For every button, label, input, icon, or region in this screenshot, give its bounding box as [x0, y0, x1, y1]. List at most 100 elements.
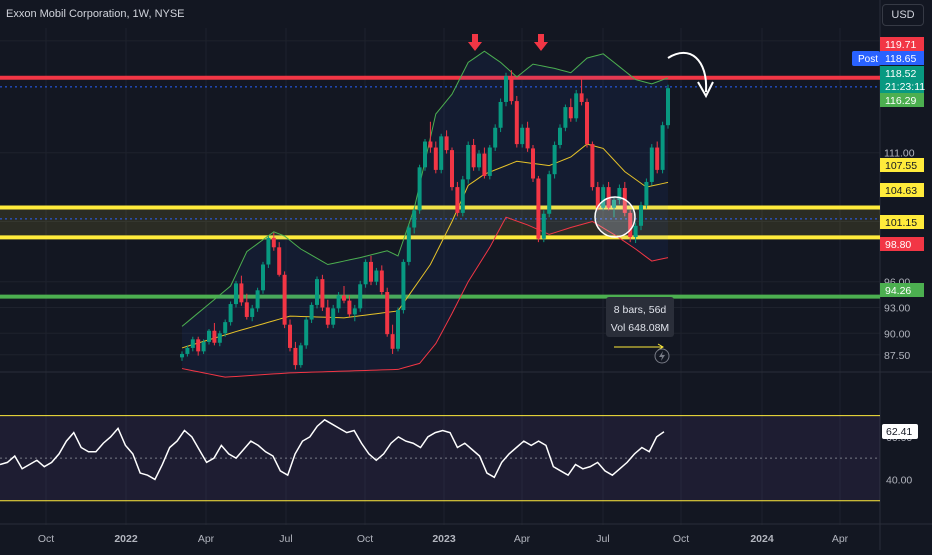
price-axis[interactable]: 124.00111.00103.0096.0093.0090.0087.50Po… — [852, 36, 925, 487]
candle-body — [223, 322, 228, 334]
currency-button[interactable]: USD — [882, 4, 924, 26]
time-axis[interactable]: Oct 2022 Apr Jul Oct 2023 Apr Jul Oct 2024 Apr — [38, 533, 849, 545]
price-badge-text: 116.29 — [885, 95, 916, 107]
time-label: Jul — [279, 533, 292, 545]
candle-body — [417, 167, 422, 211]
price-tick: 87.50 — [884, 350, 910, 362]
post-label-text: Post — [858, 54, 878, 65]
level-lines — [0, 75, 880, 299]
candle-body — [406, 227, 411, 262]
candle-body — [401, 261, 406, 311]
price-badge-text: 119.71 — [885, 39, 916, 51]
candle-body — [228, 304, 233, 323]
candle-body — [460, 179, 465, 213]
candle-body — [304, 319, 309, 346]
candle-body — [185, 347, 190, 354]
candle-body — [385, 292, 390, 335]
price-badge-text: 118.65 — [885, 53, 916, 65]
candle-body — [617, 187, 622, 200]
candle-body — [374, 270, 379, 282]
price-badge-text: 21:23:11 — [885, 81, 925, 93]
candle-body — [369, 261, 373, 282]
candle-body — [655, 147, 660, 170]
bollinger-fill — [182, 51, 668, 378]
price-badge — [880, 158, 924, 172]
candle-body — [266, 237, 271, 265]
candle-body — [525, 127, 530, 149]
circle-highlight — [594, 196, 636, 238]
candle-body — [201, 341, 206, 352]
candle-body — [298, 345, 303, 366]
candle-body — [255, 290, 260, 309]
candle-body — [482, 153, 487, 176]
candle-body — [271, 237, 276, 248]
candle-body — [439, 136, 444, 170]
measure-bars: 8 bars, 56d — [613, 304, 667, 316]
price-badge-text: 101.15 — [885, 217, 917, 229]
price-tick: 90.00 — [884, 328, 910, 340]
curved-arrow-head-icon — [697, 81, 714, 99]
candle-body — [217, 333, 222, 343]
candle-body — [277, 247, 282, 275]
price-badge — [880, 215, 924, 229]
candle-body — [180, 353, 184, 358]
candle-body — [633, 225, 638, 237]
candle-body — [288, 324, 292, 348]
candle-body — [639, 205, 643, 226]
rsi-line — [0, 418, 665, 481]
candles — [180, 70, 670, 370]
time-label: 2022 — [114, 533, 138, 545]
candle-body — [423, 141, 427, 168]
support-zone — [0, 207, 880, 238]
time-label: Oct — [673, 533, 689, 545]
candle-body — [531, 148, 535, 179]
candle-body — [331, 308, 336, 325]
rsi-tick: 40.00 — [886, 474, 912, 486]
rsi-pane — [0, 415, 880, 502]
price-badge — [880, 183, 924, 197]
candle-body — [363, 261, 368, 285]
candle-body — [207, 330, 211, 342]
bollinger-lower — [181, 216, 669, 378]
candle-body — [541, 213, 546, 239]
time-label: Apr — [514, 533, 531, 545]
time-label: 2024 — [750, 533, 774, 545]
candle-body — [568, 107, 573, 119]
price-badge-text: 107.55 — [885, 160, 917, 172]
candle-body — [660, 125, 665, 170]
candle-body — [466, 144, 471, 180]
price-badge — [880, 51, 924, 65]
candle-body — [250, 308, 255, 317]
time-label: Oct — [38, 533, 54, 545]
curved-arrow-icon — [667, 52, 708, 93]
candle-body — [320, 279, 325, 308]
price-badge — [880, 79, 924, 93]
candle-body — [196, 339, 201, 352]
candle-body — [487, 147, 492, 176]
candle-body — [504, 76, 508, 102]
price-badge — [880, 93, 924, 107]
candle-body — [315, 279, 319, 305]
candle-body — [493, 127, 498, 148]
candle-body — [514, 101, 519, 145]
candle-body — [612, 200, 616, 208]
time-label: Apr — [198, 533, 215, 545]
candle-body — [585, 101, 589, 145]
candle-body — [358, 284, 363, 309]
price-badge-text: 104.63 — [885, 185, 917, 197]
candle-body — [325, 307, 330, 325]
candle-body — [509, 76, 514, 102]
candle-body — [396, 310, 400, 349]
candle-body — [428, 141, 433, 148]
candle-body — [579, 93, 584, 102]
post-label — [852, 51, 880, 66]
candle-body — [574, 93, 579, 119]
candle-body — [563, 107, 568, 128]
price-tick: 93.00 — [884, 303, 910, 315]
candle-body — [471, 144, 476, 168]
candle-body — [342, 295, 346, 301]
price-badge — [880, 237, 924, 251]
annotations — [468, 34, 714, 364]
